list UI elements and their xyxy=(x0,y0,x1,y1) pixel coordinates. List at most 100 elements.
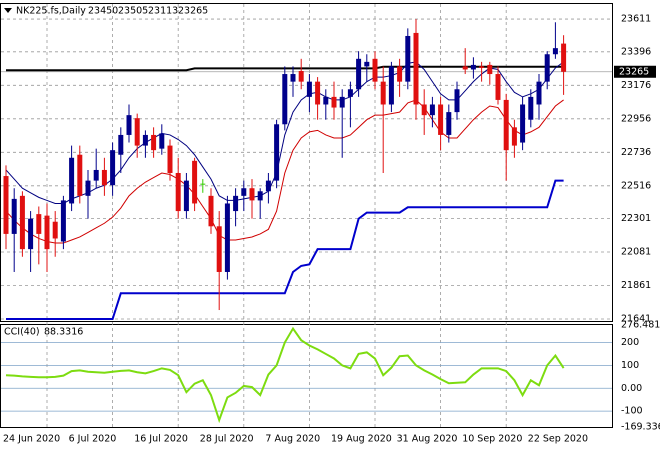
candle-body xyxy=(241,188,247,196)
cci-line xyxy=(5,326,565,424)
candle-body xyxy=(159,133,165,149)
candle-body xyxy=(192,160,198,204)
candle-body xyxy=(19,195,25,250)
header-close: 23265 xyxy=(178,6,208,17)
candle-body xyxy=(479,66,485,68)
candle-body xyxy=(167,145,173,174)
indicator-line xyxy=(5,61,564,204)
candle-body xyxy=(323,96,329,105)
y-tick-label: 21641 xyxy=(621,314,651,325)
x-tick-label: 19 Aug 2020 xyxy=(331,434,392,445)
candle-body xyxy=(495,74,501,100)
candle-body xyxy=(77,154,83,196)
indicator-line xyxy=(6,179,564,321)
candle-body xyxy=(372,58,378,82)
candle-body xyxy=(520,104,526,143)
y-tick-label: -100 xyxy=(621,406,643,417)
candle-body xyxy=(282,74,288,125)
y-tick-label: 100 xyxy=(621,360,639,371)
x-tick-label: 7 Aug 2020 xyxy=(265,434,320,445)
candle-body xyxy=(134,118,140,146)
candle-body xyxy=(331,96,337,108)
candle-body xyxy=(11,198,17,234)
candle-body xyxy=(257,191,263,201)
last-price-box xyxy=(614,65,656,78)
candle-body xyxy=(183,180,189,212)
candle-body xyxy=(544,54,550,82)
header-low: 23113 xyxy=(148,6,178,17)
last-price-label: 23265 xyxy=(619,66,649,77)
candle-body xyxy=(405,35,411,82)
candle-body xyxy=(429,104,435,116)
y-tick-label: 22081 xyxy=(621,247,651,258)
candle-body xyxy=(397,66,403,82)
candle-body xyxy=(380,81,386,105)
x-tick-label: 28 Jul 2020 xyxy=(200,434,254,445)
candle-body xyxy=(142,134,148,146)
cci-value: 88.3316 xyxy=(44,327,83,338)
y-tick-label: 200 xyxy=(621,337,639,348)
menu-icon xyxy=(4,8,12,13)
candle-body xyxy=(388,66,394,105)
chart-title: NK225.fs,Daily xyxy=(16,6,86,17)
candle-body xyxy=(3,176,9,234)
candle-body xyxy=(364,61,370,67)
candle-body xyxy=(561,43,567,72)
candle-body xyxy=(470,64,476,70)
y-tick-label: 21861 xyxy=(621,280,651,291)
y-tick-label: 22956 xyxy=(621,113,651,124)
candle-body xyxy=(101,169,107,186)
main-panel xyxy=(0,3,613,322)
y-tick-label: 22301 xyxy=(621,213,651,224)
candle-body xyxy=(290,74,296,82)
candle-body xyxy=(274,124,280,181)
candle-body xyxy=(249,188,255,201)
candle-body xyxy=(306,81,312,97)
candle-body xyxy=(118,134,124,155)
cci-title: CCI(40) xyxy=(4,327,40,338)
candle-body xyxy=(85,180,91,196)
candle-body xyxy=(347,89,353,97)
candle-body xyxy=(233,195,239,212)
candle-body xyxy=(44,215,50,250)
candle-body xyxy=(224,203,230,272)
y-tick-label: -169.336 xyxy=(621,422,660,433)
candle-body xyxy=(487,64,493,75)
candle-body xyxy=(315,81,321,105)
candle-body xyxy=(200,183,206,185)
candle-body xyxy=(36,214,42,234)
candle-body xyxy=(126,115,132,135)
candle-body xyxy=(356,58,362,90)
candle-body xyxy=(208,195,214,227)
y-tick-label: 22516 xyxy=(621,180,651,191)
y-tick-label: 23396 xyxy=(621,46,651,57)
candle-body xyxy=(265,180,271,192)
y-tick-label: 0.00 xyxy=(621,383,642,394)
candle-body xyxy=(339,96,345,108)
x-tick-label: 6 Jul 2020 xyxy=(69,434,117,445)
y-tick-label: 276.4817 xyxy=(621,320,660,331)
candle-body xyxy=(52,221,58,239)
y-tick-label: 23611 xyxy=(621,14,651,25)
x-tick-label: 31 Aug 2020 xyxy=(397,434,458,445)
header-open: 23450 xyxy=(88,6,118,17)
x-tick-label: 16 Jul 2020 xyxy=(134,434,188,445)
candle-body xyxy=(536,81,542,105)
candle-body xyxy=(28,218,34,250)
candle-body xyxy=(511,127,517,146)
candle-body xyxy=(413,32,419,105)
candle-body xyxy=(462,66,468,70)
candle-body xyxy=(151,134,157,151)
candle-body xyxy=(552,48,558,55)
candle-body xyxy=(69,157,75,204)
candle-body xyxy=(528,96,534,120)
candle-body xyxy=(216,226,222,272)
y-tick-label: 22736 xyxy=(621,147,651,158)
candle-body xyxy=(298,70,304,82)
indicator-line xyxy=(5,99,564,244)
x-tick-label: 22 Sep 2020 xyxy=(528,434,588,445)
candle-body xyxy=(503,99,509,151)
cci-panel xyxy=(0,324,613,428)
header-high: 23505 xyxy=(118,6,148,17)
